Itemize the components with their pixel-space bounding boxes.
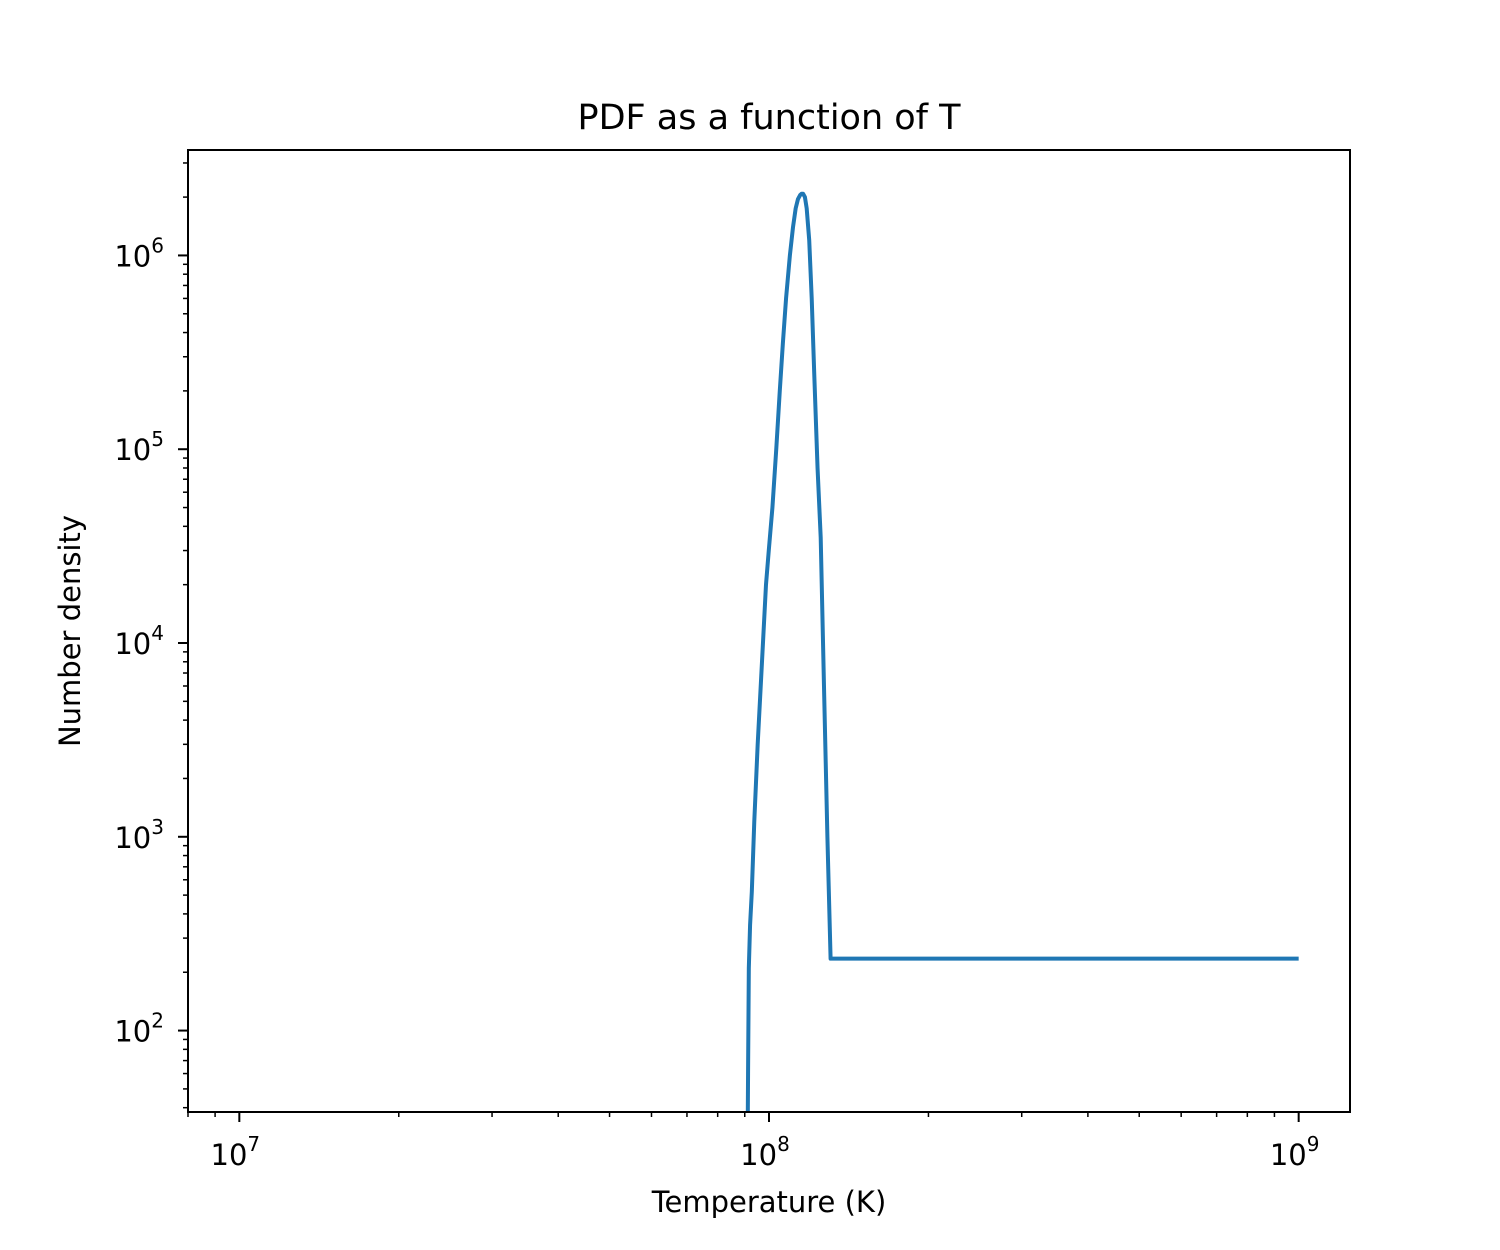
chart-title: PDF as a function of T xyxy=(577,98,961,138)
plot-frame xyxy=(187,149,1351,1113)
y-tick-label: 104 xyxy=(114,621,164,661)
x-tick-label: 107 xyxy=(211,1132,261,1172)
y-axis-label: Number density xyxy=(53,515,87,747)
y-tick-label: 106 xyxy=(114,233,164,273)
y-axis-ticks: 102 103 104 105 106 xyxy=(114,162,188,1109)
x-axis-ticks: 107 108 109 xyxy=(187,1112,1320,1172)
y-tick-label: 103 xyxy=(114,815,164,855)
x-tick-label: 108 xyxy=(740,1132,790,1172)
x-axis-label: Temperature (K) xyxy=(651,1185,887,1219)
plot-layer xyxy=(745,191,1299,1112)
series-line-0 xyxy=(745,191,1299,1112)
y-tick-label: 102 xyxy=(114,1009,164,1049)
x-tick-label: 109 xyxy=(1270,1132,1320,1172)
y-tick-label: 105 xyxy=(114,427,164,467)
